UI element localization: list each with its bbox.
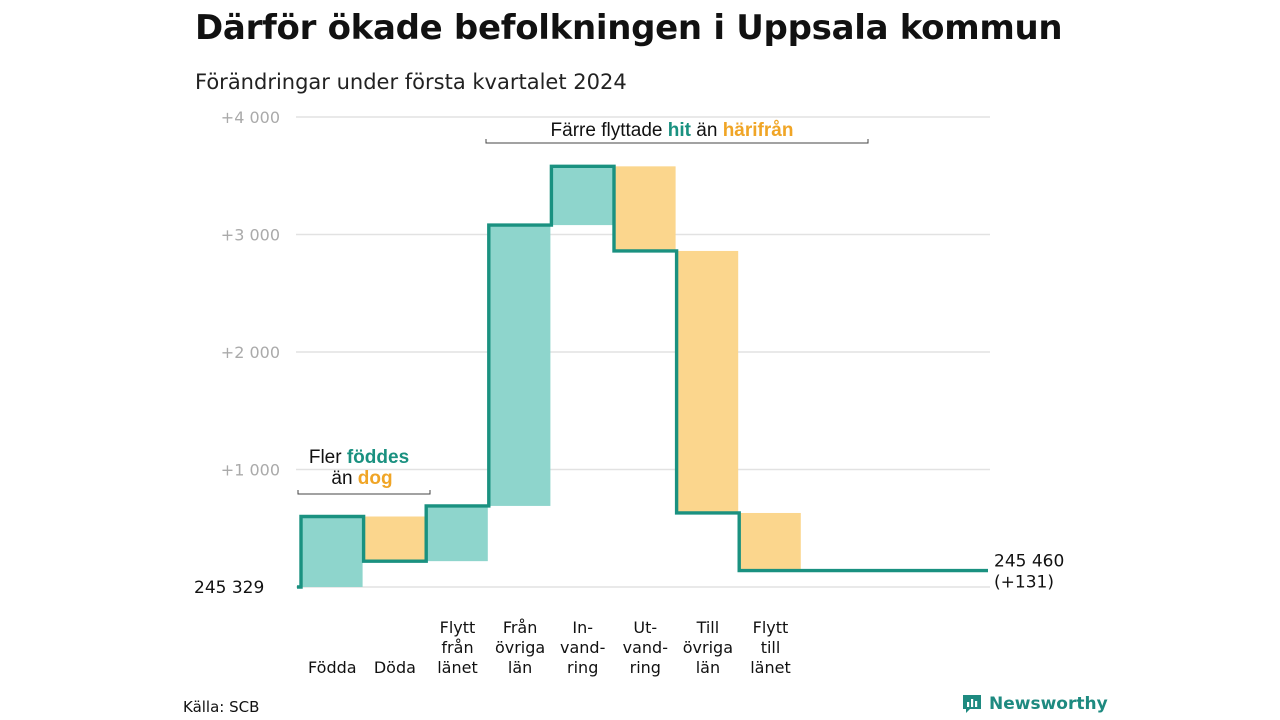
category-label: Flytt [753, 618, 789, 637]
annotation-moves-text: Färre flyttade hit än härifrån [551, 120, 794, 141]
brand-name: Newsworthy [989, 694, 1108, 714]
category-label: länet [437, 658, 478, 677]
annotation-text-span: än [691, 120, 723, 141]
annotation-text-span: hit [668, 120, 692, 141]
source-label: Källa: SCB [183, 698, 260, 716]
category-label: Ut- [633, 618, 657, 637]
y-tick-label: +1 000 [221, 461, 280, 480]
category-labels: Födda DödaFlyttfrånlänetFrånövrigalänIn-v… [308, 618, 791, 677]
category-label: ring [567, 658, 598, 677]
bar [677, 250, 739, 513]
category-label: Från [503, 618, 538, 637]
bar [427, 505, 488, 562]
bar [740, 512, 801, 571]
category-label: Flytt [440, 618, 476, 637]
y-axis-ticks: +1 000 +2 000 +3 000 +4 000 [221, 108, 280, 480]
category-label: ring [630, 658, 661, 677]
end-change-label: (+131) [994, 573, 1054, 593]
value-labels: 245 329 245 460(+131) [194, 552, 1064, 598]
start-value-label: 245 329 [194, 578, 264, 598]
annotation-text-span: dog [358, 468, 393, 489]
annotation-births-line2: än dog [331, 468, 392, 489]
brand-logo: Newsworthy [961, 693, 1108, 715]
chart-title: Därför ökade befolkningen i Uppsala komm… [195, 8, 1063, 48]
bar [364, 516, 426, 562]
category-label: Döda [374, 658, 416, 677]
category-label: länet [750, 658, 791, 677]
bar [302, 516, 363, 587]
bars [302, 166, 801, 587]
annotation-text-span: Fler [309, 447, 347, 468]
category-label: till [761, 638, 781, 657]
category-label: Födda [308, 658, 357, 677]
category-label: från [441, 638, 473, 657]
annotation-text-span: än [331, 468, 357, 489]
step-line-group [297, 164, 988, 589]
step-line [297, 164, 988, 589]
annotation-births-line1: Fler föddes [309, 447, 409, 468]
category-label: län [508, 658, 532, 677]
bar [552, 166, 613, 226]
annotation-text-span: härifrån [723, 120, 794, 141]
category-label: vand- [560, 638, 605, 657]
category-label: län [696, 658, 720, 677]
y-tick-label: +2 000 [221, 343, 280, 362]
end-value-label: 245 460 [994, 552, 1064, 572]
category-label: övriga [495, 638, 545, 657]
category-label: Till [696, 618, 720, 637]
category-label: övriga [683, 638, 733, 657]
annotation-births-bracket [297, 490, 431, 495]
annotation-text-span: föddes [347, 447, 409, 468]
annotation-text-span: Färre flyttade [551, 120, 668, 141]
bar [489, 225, 551, 506]
bar-chart-speech-icon [963, 695, 981, 713]
grid-lines [296, 116, 990, 588]
bar [615, 166, 676, 251]
y-tick-label: +3 000 [221, 226, 280, 245]
category-label: vand- [623, 638, 668, 657]
y-tick-label: +4 000 [221, 108, 280, 127]
annotation-moves-bracket [485, 139, 869, 144]
chart-subtitle: Förändringar under första kvartalet 2024 [195, 70, 627, 94]
category-label: In- [572, 618, 593, 637]
